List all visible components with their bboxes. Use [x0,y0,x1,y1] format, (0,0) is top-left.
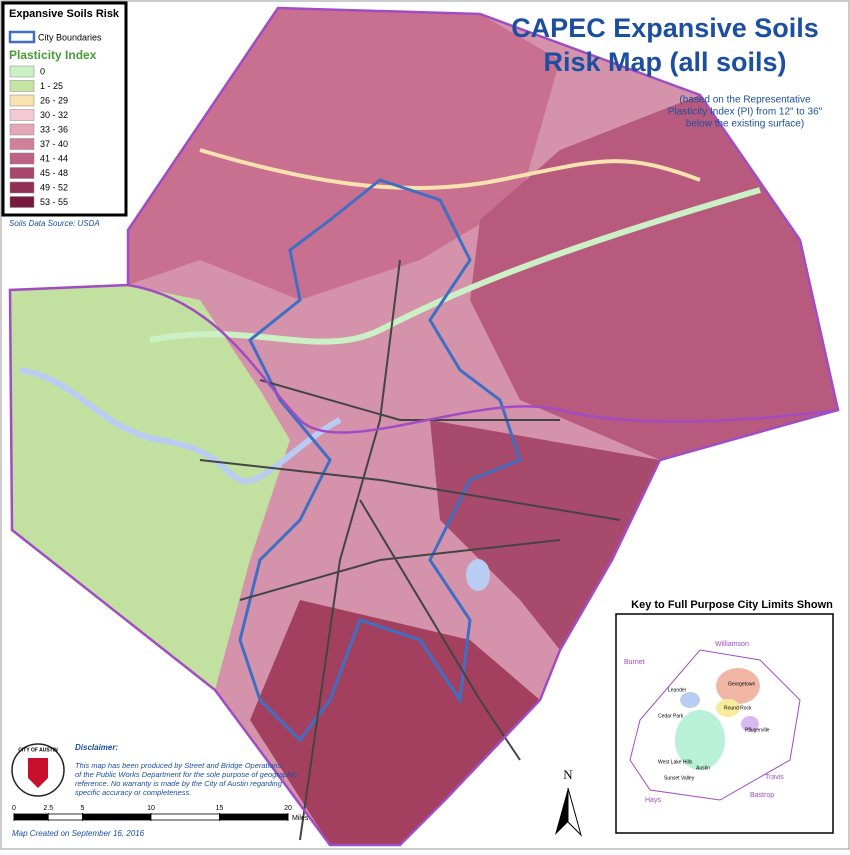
title-line: Risk Map (all soils) [543,47,786,77]
inset-label: Pflugerville [745,727,770,733]
legend-label: 45 - 48 [40,168,68,178]
boundary-swatch [8,30,36,44]
scale-label: 20 [284,805,292,812]
legend-label: 0 [40,66,45,76]
scale-unit: Miles [292,815,309,822]
inset-map: Williamson Burnet Travis Hays Bastrop Le… [615,613,834,834]
legend-label: 41 - 44 [40,153,68,163]
southeast-high-risk [430,420,660,650]
inset-label: Sunset Valley [664,775,695,781]
inset-label: Round Rock [724,705,752,711]
roads [199,259,621,841]
legend-swatch [9,138,35,150]
east-high-risk [470,95,838,460]
legend-label: 37 - 40 [40,139,68,149]
legend-label: 49 - 52 [40,182,68,192]
data-source: Soils Data Source: USDA [9,219,100,228]
scale-label: 0 [12,805,16,812]
disclaimer-line: of the Public Works Department for the s… [75,770,297,779]
legend-label: 30 - 32 [40,110,68,120]
inset-austin [675,710,725,770]
lake [19,367,342,485]
legend-swatch [9,167,35,179]
legend-label: 26 - 29 [40,95,68,105]
inset-round-rock [716,699,740,717]
river-corridor [149,187,761,345]
reservoir [466,559,490,591]
legend-swatch [9,181,35,194]
subtitle-line: Plasticity Index (PI) from 12" to 36" [668,107,823,118]
legend-swatch [9,80,35,92]
legend: Expansive Soils Risk City Boundaries Pla… [1,1,128,217]
legend-box [1,1,128,217]
west-low-risk [10,285,290,690]
legend-label: 53 - 55 [40,197,68,207]
disclaimer-line: reference. No warranty is made by the Ci… [75,779,283,788]
disclaimer: This map has been produced by Street and… [75,761,297,797]
subtitle-line: (based on the Representative [679,95,811,106]
inset-label: West Lake Hills [658,759,693,765]
scale-segment [150,813,220,821]
inset-label: Georgetown [728,681,755,687]
south-high-risk [250,600,540,845]
legend-swatch [9,196,35,208]
seal-text: CITY OF AUSTIN [18,747,58,753]
subtitle-line: below the existing surface) [686,119,804,130]
inset-label: Cedar Park [658,713,684,719]
soil-map [8,6,840,847]
inset-label: Hays [645,797,661,804]
inset-title: Key to Full Purpose City Limits Shown [631,599,833,611]
title-line: CAPEC Expansive Soils [511,13,819,43]
legend-swatch [9,65,35,78]
north-label: N [563,767,573,782]
city-seal: CITY OF AUSTIN [11,743,65,797]
scale-segment [219,813,289,821]
legend-swatch [9,109,35,121]
legend-label: 1 - 25 [40,81,63,91]
scale-segment [47,813,83,821]
scale-segment [82,813,152,821]
inset-label: Leander [668,687,687,693]
inset-label: Travis [765,774,784,781]
scale-label: 2.5 [43,805,53,812]
inset-label: Austin [696,765,710,771]
inset-leander [680,692,700,708]
scale-segment [13,813,49,821]
disclaimer-line: This map has been produced by Street and… [75,761,282,770]
inset-label: Bastrop [750,792,774,799]
disclaimer-line: specific accuracy or completeness. [75,788,191,797]
inset-pflugerville [741,716,759,732]
legend-heading: Plasticity Index [9,48,97,62]
boundary-label: City Boundaries [38,32,102,42]
seal-shield [28,758,48,788]
scale-label: 10 [147,805,155,812]
county-line [8,6,840,847]
legend-label: 33 - 36 [40,124,68,134]
inset-label: Williamson [715,641,749,648]
inset-georgetown [716,668,760,704]
map-created: Map Created on September 16, 2016 [12,829,145,838]
disclaimer-heading: Disclaimer: [75,743,118,752]
north-arrow: N [555,767,582,837]
inset-county [629,649,801,801]
arrow-left [555,788,568,835]
inset-label: Burnet [624,659,645,666]
city-boundary [238,178,522,743]
scale-label: 5 [81,805,85,812]
inset-box [615,613,834,834]
arrow-right [567,787,582,837]
county-line-inner [127,283,839,434]
legend-swatch [9,152,35,165]
legend-swatch [9,123,35,136]
creek-corridor [199,148,701,191]
legend-title: Expansive Soils Risk [9,8,120,20]
scale-label: 15 [216,805,224,812]
legend-swatch [9,94,35,107]
